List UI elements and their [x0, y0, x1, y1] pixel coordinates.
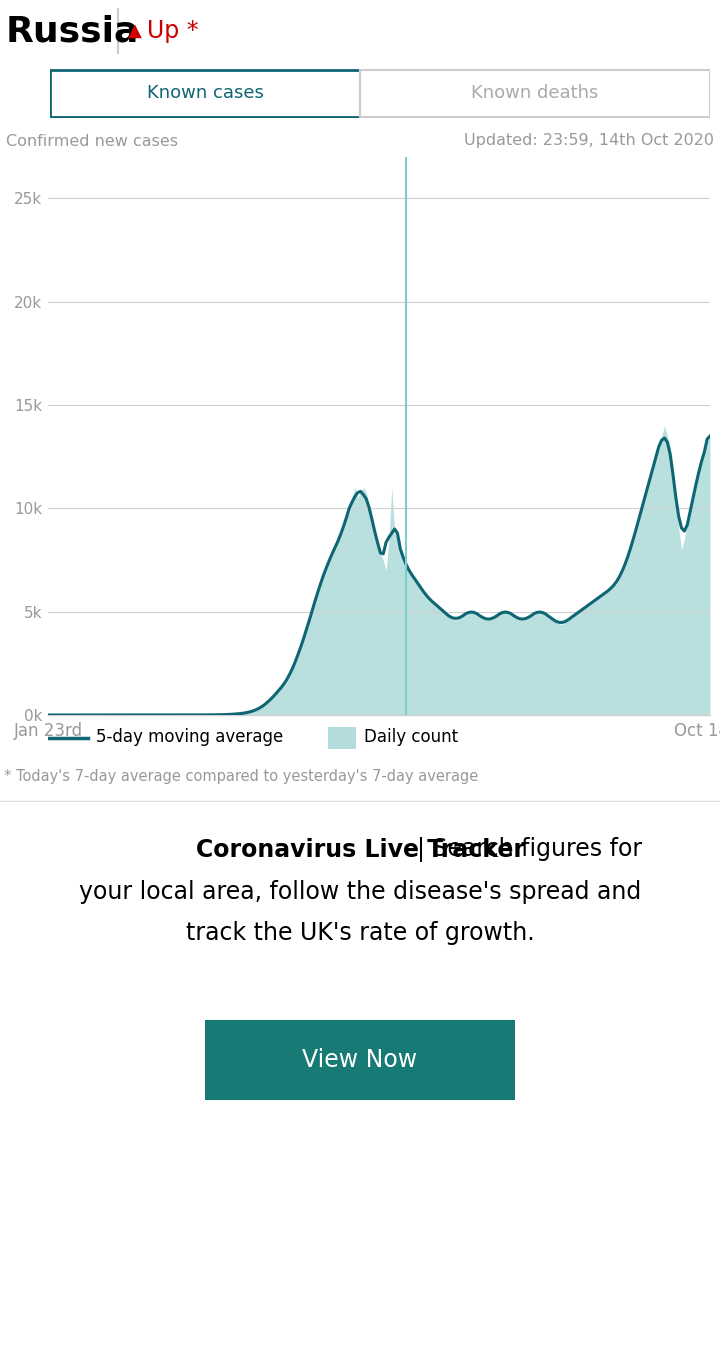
Text: Russia: Russia [6, 14, 140, 48]
Text: Coronavirus Live Tracker: Coronavirus Live Tracker [196, 838, 524, 862]
FancyBboxPatch shape [50, 70, 360, 117]
Text: View Now: View Now [302, 1048, 418, 1072]
FancyBboxPatch shape [360, 70, 710, 117]
FancyBboxPatch shape [205, 1019, 515, 1100]
Text: ▲: ▲ [128, 22, 142, 40]
Text: 5-day moving average: 5-day moving average [96, 729, 283, 746]
Text: | Search figures for: | Search figures for [418, 837, 642, 863]
Text: Known deaths: Known deaths [472, 84, 599, 102]
Text: Up *: Up * [147, 19, 199, 43]
Text: your local area, follow the disease's spread and: your local area, follow the disease's sp… [79, 879, 641, 904]
Text: Confirmed new cases: Confirmed new cases [6, 133, 178, 148]
Text: Known cases: Known cases [147, 84, 264, 102]
Text: track the UK's rate of growth.: track the UK's rate of growth. [186, 921, 534, 945]
FancyBboxPatch shape [328, 727, 356, 749]
Text: Daily count: Daily count [364, 729, 458, 746]
Text: * Today's 7-day average compared to yesterday's 7-day average: * Today's 7-day average compared to yest… [4, 768, 478, 783]
Text: Updated: 23:59, 14th Oct 2020: Updated: 23:59, 14th Oct 2020 [464, 133, 714, 148]
